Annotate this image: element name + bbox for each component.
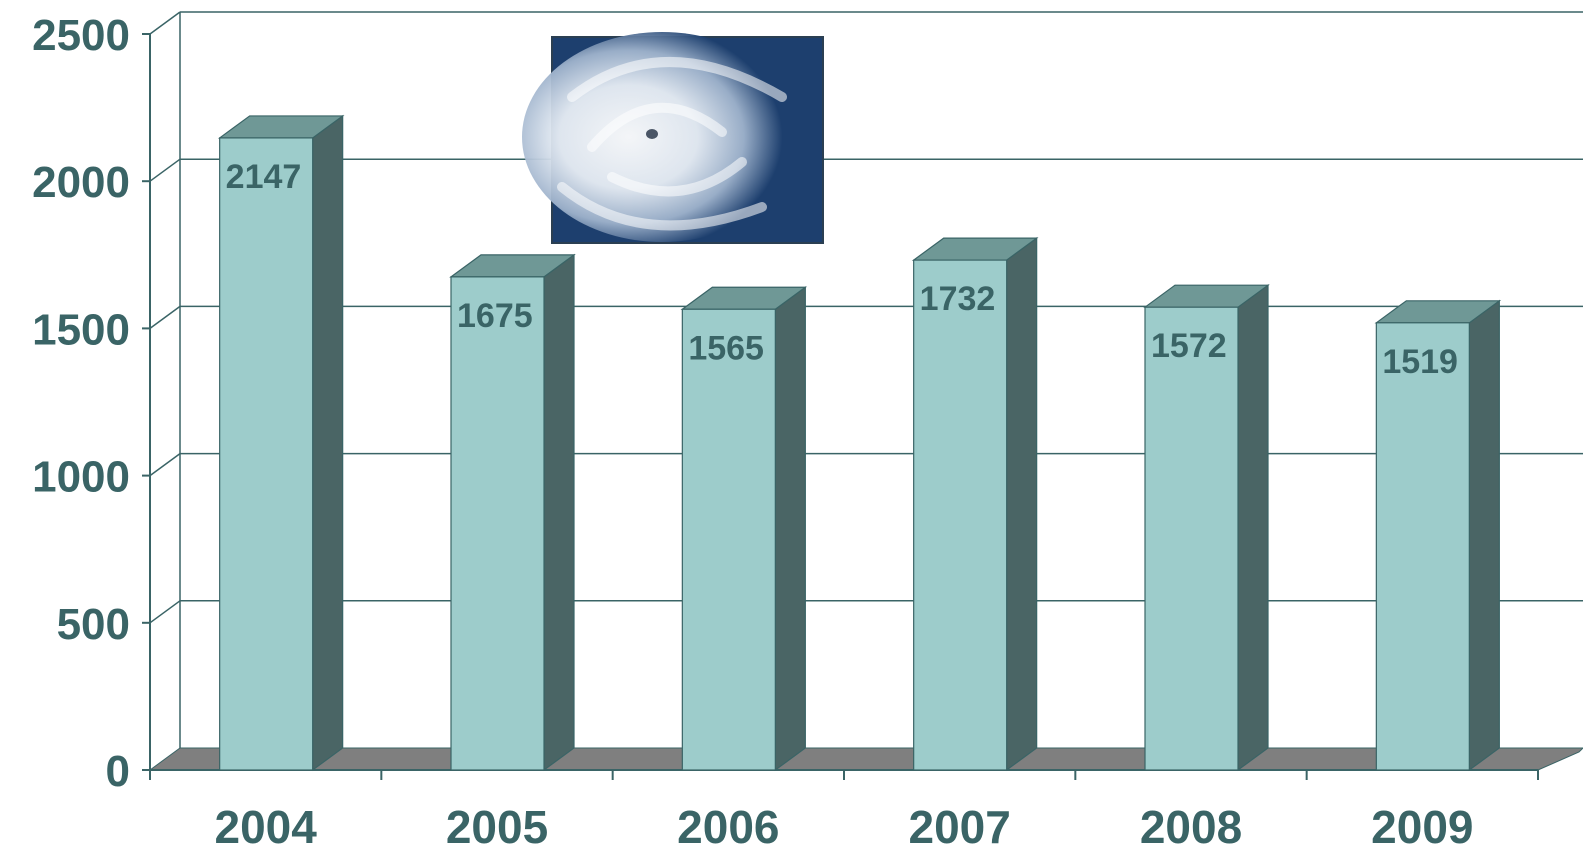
x-tick-label: 2004 xyxy=(214,801,317,853)
x-tick-label: 2009 xyxy=(1371,801,1473,853)
bar-side xyxy=(1006,236,1038,772)
data-label: 1675 xyxy=(457,297,533,335)
cloud-spiral-band xyxy=(567,57,787,102)
side-wall-gridline xyxy=(149,11,181,35)
cloud-spiral-band xyxy=(557,182,767,231)
y-tick-label: 0 xyxy=(106,747,130,796)
y-tick-label: 2000 xyxy=(32,158,130,207)
bar-2006 xyxy=(680,286,808,772)
hurricane-satellite-photo xyxy=(522,32,824,244)
bar-2004 xyxy=(217,114,345,772)
bar-front xyxy=(681,308,776,771)
y-tick-label: 1000 xyxy=(32,453,130,502)
bar-side xyxy=(774,286,806,772)
data-label: 1565 xyxy=(688,329,764,367)
bar-2007 xyxy=(911,236,1039,772)
data-label: 2147 xyxy=(226,158,302,196)
bar-2005 xyxy=(449,253,576,772)
side-wall-gridline xyxy=(149,452,181,477)
bar-2008 xyxy=(1143,284,1270,772)
side-wall-gridline xyxy=(149,158,181,182)
bar-side xyxy=(1468,299,1500,772)
data-label: 1732 xyxy=(920,280,996,318)
labels: 2147 2004 1675 2005 1565 2006 1732 2007 1572 2008… xyxy=(214,158,1473,853)
bar-side xyxy=(543,253,575,772)
x-tick-label: 2005 xyxy=(446,801,548,853)
bar-front xyxy=(450,276,545,771)
y-tick-label: 1500 xyxy=(32,305,130,354)
x-tick-label: 2008 xyxy=(1140,801,1242,853)
side-wall-gridline xyxy=(149,305,181,330)
hurricane-eye xyxy=(646,129,658,139)
side-wall-gridline xyxy=(149,600,181,624)
cloud-spiral-band xyxy=(587,102,727,152)
bar-front xyxy=(1375,322,1470,771)
bar-side xyxy=(312,114,344,772)
y-tick-label: 500 xyxy=(57,600,130,649)
x-tick-label: 2006 xyxy=(677,801,779,853)
data-label: 1519 xyxy=(1382,343,1458,381)
bar-2009 xyxy=(1374,299,1502,772)
bar-front xyxy=(219,137,314,771)
hurricane-photo xyxy=(522,32,824,244)
cloud-spiral-band xyxy=(607,157,747,197)
data-label: 1572 xyxy=(1151,327,1227,365)
gridlines xyxy=(148,11,1583,771)
axes: 0 500 1000 1500 2000 2500 xyxy=(32,11,1539,796)
x-tick-label: 2007 xyxy=(908,801,1010,853)
bar-front xyxy=(1144,306,1239,771)
y-tick-label: 2500 xyxy=(32,11,130,60)
chart-floor xyxy=(148,747,1583,771)
bars xyxy=(217,114,1502,772)
bar-side xyxy=(1237,284,1269,772)
bar-front xyxy=(913,259,1008,771)
